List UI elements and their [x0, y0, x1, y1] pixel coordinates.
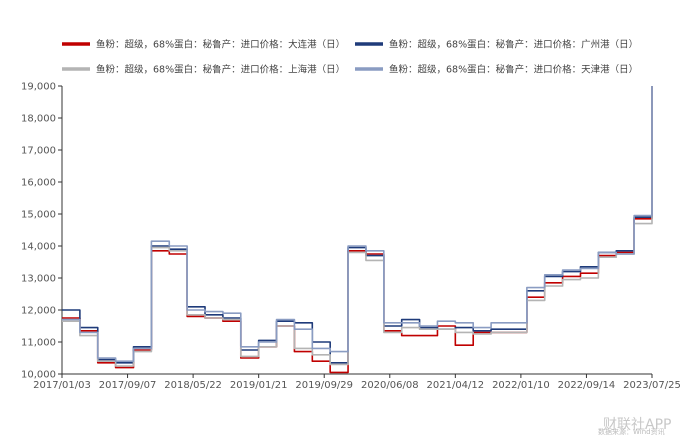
x-tick-label: 2022/09/14: [558, 380, 616, 391]
x-tick-label: 2017/01/03: [33, 380, 91, 391]
y-tick-label: 10,000: [21, 370, 56, 381]
x-tick-label: 2021/04/12: [427, 380, 485, 391]
y-tick-label: 14,000: [21, 242, 56, 253]
x-tick-label: 2023/07/25: [623, 380, 681, 391]
x-tick-label: 2019/01/21: [230, 380, 288, 391]
legend-label-1: 鱼粉：超级，68%蛋白：秘鲁产：进口价格：大连港（日）: [96, 39, 345, 51]
watermark-source: 数据来源：Wind资讯: [598, 427, 665, 436]
chart-legend: 鱼粉：超级，68%蛋白：秘鲁产：进口价格：大连港（日） 鱼粉：超级，68%蛋白：秘…: [62, 39, 638, 76]
y-tick-label: 13,000: [21, 274, 56, 285]
x-tick-label: 2022/01/10: [492, 380, 550, 391]
series-line-2: [62, 86, 653, 364]
watermark-text: 财联社APP: [603, 417, 671, 433]
y-tick-label: 11,000: [21, 338, 56, 349]
legend-label-2: 鱼粉：超级，68%蛋白：秘鲁产：进口价格：广州港（日）: [389, 39, 638, 51]
y-tick-label: 19,000: [21, 82, 56, 93]
y-tick-label: 17,000: [21, 146, 56, 157]
y-tick-label: 12,000: [21, 306, 56, 317]
x-tick-label: 2020/06/08: [361, 380, 419, 391]
watermark: 财联社APP 数据来源：Wind资讯: [598, 417, 671, 436]
y-tick-label: 15,000: [21, 210, 56, 221]
series-line-3: [62, 86, 653, 367]
series-line-4: [62, 86, 653, 362]
y-tick-label: 16,000: [21, 178, 56, 189]
x-tick-label: 2017/09/07: [99, 380, 157, 391]
series-line-1: [62, 86, 653, 374]
legend-label-4: 鱼粉：超级，68%蛋白：秘鲁产：进口价格：天津港（日）: [389, 64, 638, 76]
legend-label-3: 鱼粉：超级，68%蛋白：秘鲁产：进口价格：上海港（日）: [96, 64, 345, 76]
x-tick-label: 2019/09/29: [295, 380, 353, 391]
y-tick-label: 18,000: [21, 114, 56, 125]
x-tick-label: 2018/05/22: [164, 380, 222, 391]
plot-area: 10,000 11,000 12,000 13,000 14,000 15,000 16,0…: [21, 82, 681, 392]
